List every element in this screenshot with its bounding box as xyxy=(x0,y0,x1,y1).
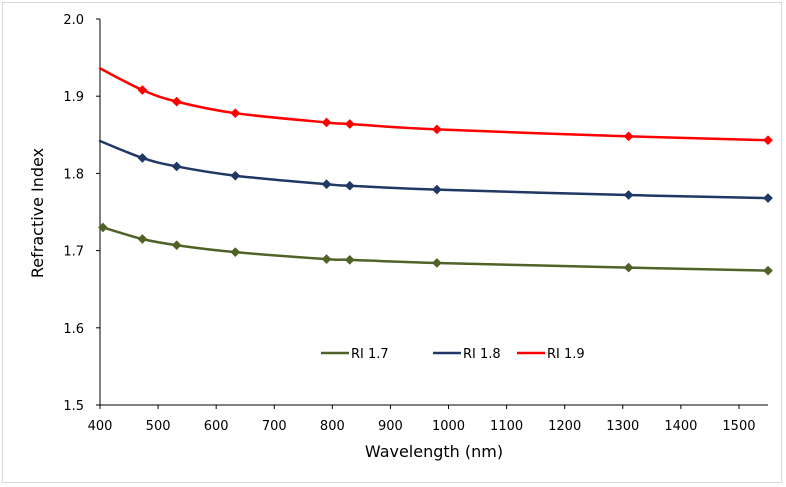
data-point xyxy=(97,222,108,233)
x-tick-label: 500 xyxy=(146,419,171,434)
data-point xyxy=(344,180,355,191)
y-tick-label: 1.9 xyxy=(63,90,84,105)
y-ticks: 1.5 1.6 1.7 1.8 1.9 2.0 xyxy=(63,13,100,414)
x-tick-label: 700 xyxy=(262,419,287,434)
y-tick-label: 1.8 xyxy=(63,167,84,182)
data-point xyxy=(431,124,442,135)
x-tick-label: 600 xyxy=(204,419,229,434)
series-ri-1-9 xyxy=(98,67,773,146)
data-point xyxy=(321,254,332,265)
x-tick-label: 1300 xyxy=(606,419,639,434)
data-point xyxy=(137,153,148,163)
data-point xyxy=(137,85,148,95)
data-point xyxy=(763,193,773,204)
data-point xyxy=(321,117,332,128)
legend-item: RI 1.7 xyxy=(321,347,389,362)
y-tick-label: 1.7 xyxy=(63,245,84,260)
x-tick-label: 1100 xyxy=(490,419,523,434)
x-ticks: 400 500 600 700 800 900 1000 1100 1200 1300 1400 15… xyxy=(88,405,756,434)
chart: 1.5 1.6 1.7 1.8 1.9 2.0 400 500 600 700 800 900 100… xyxy=(28,13,773,461)
y-tick-label: 2.0 xyxy=(63,13,84,28)
data-point xyxy=(763,135,773,146)
data-point xyxy=(137,234,148,244)
series-group xyxy=(97,67,773,276)
x-tick-label: 1000 xyxy=(432,419,465,434)
x-tick-label: 1200 xyxy=(548,419,581,434)
x-tick-label: 800 xyxy=(320,419,345,434)
legend-item: RI 1.9 xyxy=(517,347,585,362)
legend: RI 1.7 RI 1.8 RI 1.9 xyxy=(321,347,585,362)
x-tick-label: 400 xyxy=(88,419,113,434)
data-point xyxy=(623,190,634,200)
data-point xyxy=(344,254,355,265)
data-point xyxy=(230,170,241,181)
data-point xyxy=(171,240,182,251)
legend-label: RI 1.9 xyxy=(547,347,585,362)
data-point xyxy=(763,265,773,276)
data-point xyxy=(431,257,442,268)
data-point xyxy=(344,119,355,129)
data-point xyxy=(431,184,442,195)
x-tick-label: 1400 xyxy=(664,419,697,434)
data-point xyxy=(230,247,241,258)
data-point xyxy=(230,108,241,119)
y-axis-title: Refractive Index xyxy=(28,148,47,278)
data-point xyxy=(623,262,634,273)
data-point xyxy=(321,179,332,190)
legend-label: RI 1.8 xyxy=(463,347,501,362)
y-tick-label: 1.6 xyxy=(63,322,84,337)
series-ri-1-8 xyxy=(98,139,773,204)
x-tick-label: 900 xyxy=(378,419,403,434)
data-point xyxy=(171,161,182,172)
x-tick-label: 1500 xyxy=(722,419,755,434)
series-line xyxy=(98,139,770,200)
y-tick-label: 1.5 xyxy=(63,399,84,414)
series-line xyxy=(101,226,770,272)
legend-item: RI 1.8 xyxy=(433,347,501,362)
axes xyxy=(99,19,768,406)
series-line xyxy=(98,67,770,142)
series-ri-1-7 xyxy=(97,222,773,276)
data-point xyxy=(623,131,634,142)
data-point xyxy=(171,96,182,107)
legend-label: RI 1.7 xyxy=(351,347,389,362)
x-axis-title: Wavelength (nm) xyxy=(365,442,503,461)
